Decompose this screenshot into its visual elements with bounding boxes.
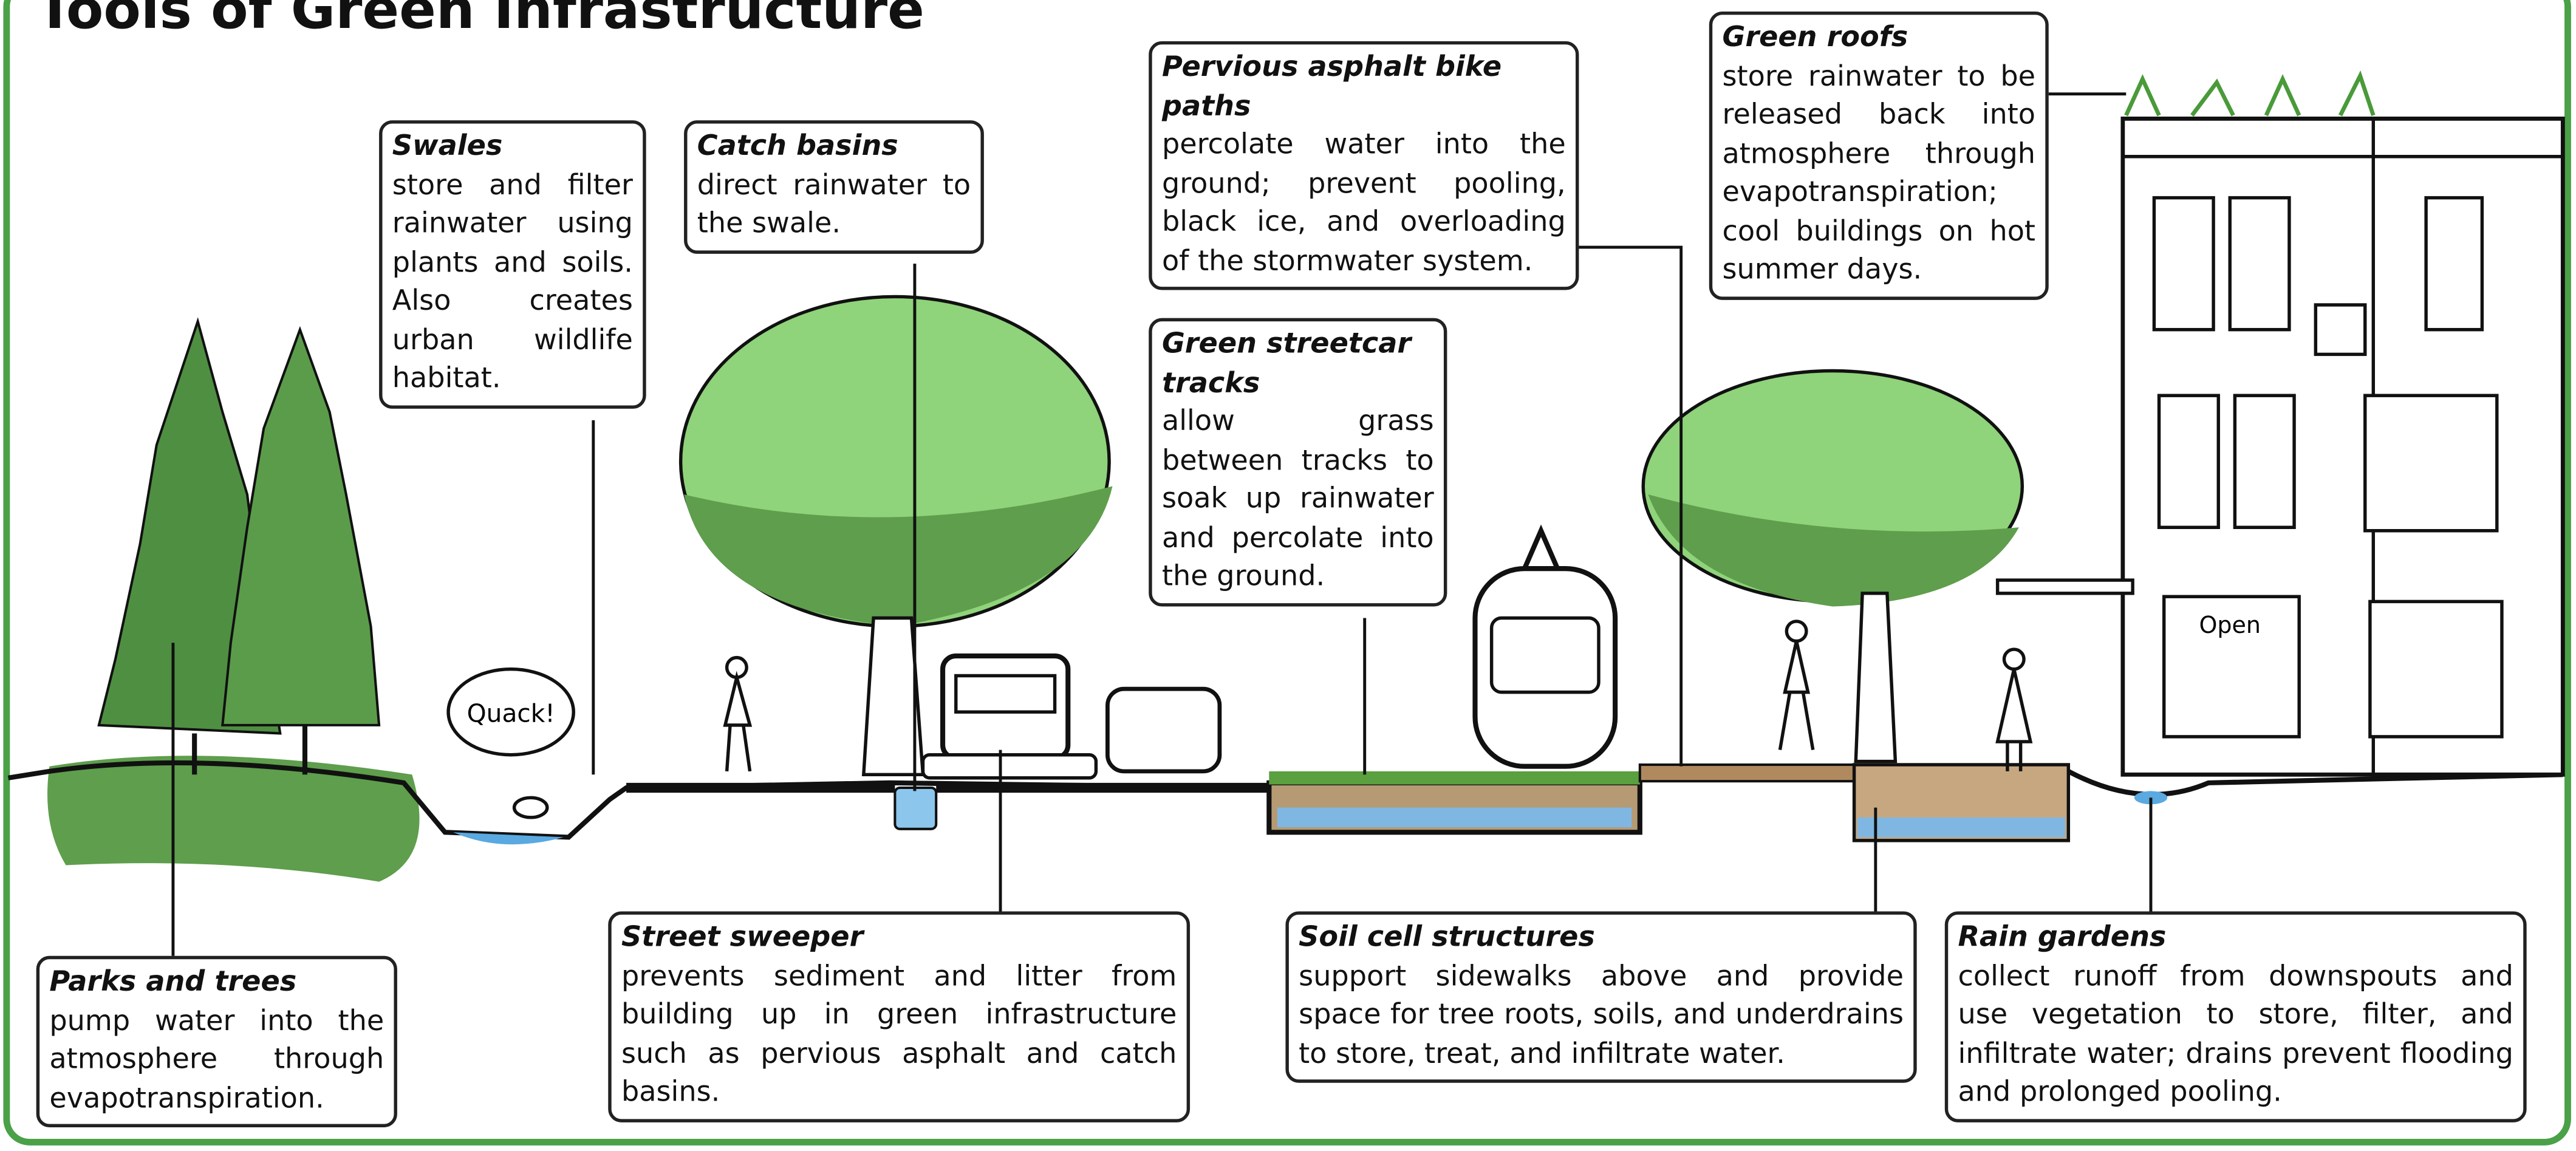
callout: Green streetcar tracks allow grass betwee… <box>1149 318 1447 606</box>
track-water <box>1277 807 1632 828</box>
tree-trunk <box>1854 592 1898 763</box>
window <box>1489 616 1601 694</box>
callout-description: percolate water into the ground; prevent… <box>1161 128 1566 278</box>
frame <box>3 0 2571 1146</box>
callout-name: Rain gardens <box>1958 921 2167 955</box>
leader-lines <box>171 92 2153 956</box>
callout: Pervious asphalt bike paths percolate wat… <box>1149 41 1579 290</box>
ground-line <box>7 760 1269 840</box>
callout-name: Parks and trees <box>49 966 297 999</box>
callout-name: Green roofs <box>1722 21 1908 55</box>
callout-description: pump water into the atmosphere through e… <box>49 1004 384 1115</box>
callout-name: Green streetcar tracks <box>1161 327 1412 400</box>
callout: Rain gardens collect runoff from downspou… <box>1944 911 2527 1122</box>
duck-sound: Quack! <box>467 698 555 728</box>
callout-description: prevents sediment and litter from buildi… <box>621 960 1177 1110</box>
callout-description: direct rainwater to the swale. <box>697 169 971 241</box>
sweeper-brush <box>921 753 1098 780</box>
person <box>1785 620 1808 643</box>
callout: Parks and trees pump water into the atmos… <box>36 955 397 1127</box>
track-grass <box>1269 771 1640 785</box>
car <box>1105 686 1222 774</box>
callout-description: store rainwater to be released back into… <box>1722 60 2036 287</box>
callout-name: Street sweeper <box>621 921 864 955</box>
callout: Catch basins direct rainwater to the swal… <box>684 120 984 253</box>
shop-sign: Open <box>2199 612 2261 638</box>
callout: Soil cell structures support sidewalks ab… <box>1285 911 1917 1083</box>
duck <box>512 796 549 819</box>
callout-name: Catch basins <box>697 130 898 163</box>
swale-water <box>453 832 564 845</box>
callout-description: support sidewalks above and provide spac… <box>1299 960 1904 1071</box>
roof-plants <box>2124 70 2376 117</box>
callout-description: collect runoff from downspouts and use v… <box>1958 960 2513 1110</box>
title: Tools of Green Infrastructure <box>36 0 924 41</box>
window <box>954 674 1057 714</box>
tree-shade <box>1648 494 2019 607</box>
callout-description: store and filter rainwater using plants … <box>392 169 633 396</box>
windows <box>2152 196 2504 739</box>
catch-basin <box>893 786 938 830</box>
speech-bubble <box>446 667 575 757</box>
person <box>723 671 753 772</box>
person <box>1995 669 2033 771</box>
tree-shade <box>684 486 1113 627</box>
awning <box>1995 578 2134 595</box>
callout: Swales store and filter rainwater using p… <box>379 120 646 408</box>
callout: Street sweeper prevents sediment and litt… <box>608 911 1191 1122</box>
callout-name: Pervious asphalt bike paths <box>1161 51 1502 123</box>
callout-description: allow grass between tracks to soak up ra… <box>1161 405 1434 593</box>
person <box>1778 640 1815 751</box>
soil-cell-water <box>1857 817 2065 838</box>
conifer <box>221 326 381 726</box>
bike-path <box>1638 763 1856 783</box>
callout-name: Soil cell structures <box>1299 921 1595 955</box>
callout: Green roofs store rainwater to be release… <box>1709 11 2049 299</box>
callout-name: Swales <box>392 130 503 163</box>
park-hill <box>47 756 420 882</box>
person <box>2002 647 2026 671</box>
pantograph <box>1522 524 1560 570</box>
